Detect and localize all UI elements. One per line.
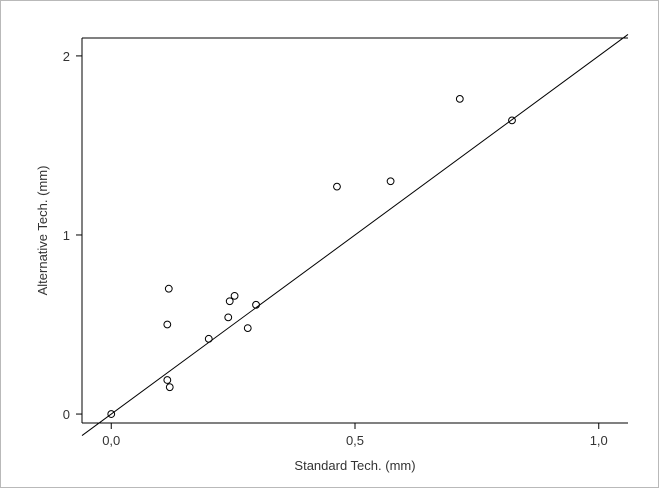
data-point xyxy=(164,284,173,293)
data-point xyxy=(243,324,252,332)
data-point xyxy=(508,116,516,125)
data-point xyxy=(107,410,116,418)
x-ticks: 0,0 0,5 1,0 xyxy=(102,423,608,448)
x-tick-label: 0,0 xyxy=(102,433,120,448)
x-tick-label: 1,0 xyxy=(590,433,608,448)
x-tick-label: 0,5 xyxy=(346,433,364,448)
data-points xyxy=(107,94,516,418)
data-point xyxy=(333,182,341,191)
data-point xyxy=(163,320,172,329)
data-point xyxy=(230,291,239,300)
data-point xyxy=(163,376,172,384)
data-point xyxy=(455,94,464,103)
data-point xyxy=(225,297,234,306)
y-ticks: 0 1 2 xyxy=(63,49,82,422)
data-point xyxy=(224,313,233,322)
data-point xyxy=(252,300,260,309)
x-axis-title: Standard Tech. (mm) xyxy=(294,458,415,473)
plot-area: 0,0 0,5 1,0 0 1 2 xyxy=(63,34,629,448)
y-tick-label: 0 xyxy=(63,407,70,422)
y-tick-label: 2 xyxy=(63,49,70,64)
data-point xyxy=(204,334,213,343)
data-point xyxy=(386,177,395,186)
data-point xyxy=(165,383,174,392)
y-tick-label: 1 xyxy=(63,228,70,243)
reference-line xyxy=(81,34,629,436)
y-axis-title: Alternative Tech. (mm) xyxy=(35,166,50,296)
